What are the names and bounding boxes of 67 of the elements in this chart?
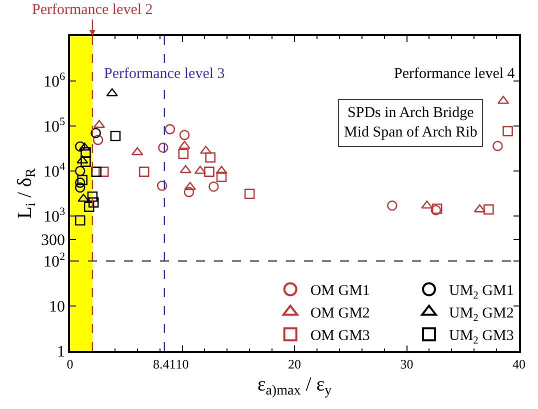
point (484, 204, 494, 215)
y-tick-label: 10$^{6}$ (43, 70, 66, 91)
y-tick-label: 10$^{5}$ (43, 116, 66, 136)
x-tick-label: 0 (66, 356, 74, 372)
x-tick-label: 8.41 (153, 356, 176, 372)
x-axis-title: ε$_{a)max}$ / ε$_{y}$ (257, 373, 332, 399)
annotation: Performance level 4 (394, 66, 516, 82)
point (90, 128, 101, 138)
point (158, 142, 168, 153)
y-tick-label: 300 (41, 232, 66, 250)
x-tick-label: 40 (512, 356, 526, 372)
legend-label: UM$_{2}$ GM2 (449, 306, 514, 324)
point (91, 166, 102, 177)
annotation: SPDs in Arch Bridge Mid Span of Arch Rib (344, 105, 478, 140)
legend-label: OM GM2 (310, 306, 370, 322)
point (88, 197, 99, 208)
point (184, 182, 196, 190)
point (216, 172, 227, 182)
point (74, 166, 86, 176)
point (180, 165, 192, 174)
point (84, 202, 94, 212)
legend-label: OM GM3 (310, 328, 370, 344)
point (178, 140, 190, 149)
point (178, 148, 189, 160)
point (132, 147, 144, 156)
point (164, 124, 176, 134)
point (184, 186, 194, 198)
point (208, 181, 219, 192)
point (421, 200, 433, 209)
y-tick-label: 10 (49, 298, 66, 316)
ref-line-label: Performance level 3 (104, 66, 225, 82)
point (492, 140, 503, 152)
point (77, 174, 88, 186)
ref-line-label: Performance level 2 (32, 2, 153, 18)
point (387, 200, 398, 211)
x-tick-label: 10 (176, 356, 189, 372)
point (74, 182, 86, 193)
point (78, 142, 90, 151)
y-tick-label: 10$^{3}$ (43, 206, 66, 226)
x-tick-label: 30 (400, 356, 414, 372)
point (205, 152, 216, 163)
point (76, 155, 88, 164)
y-tick-label: 10$^{4}$ (43, 160, 66, 181)
point (244, 188, 255, 200)
point (98, 166, 109, 177)
point (80, 147, 91, 158)
y-tick-label: 1 (57, 344, 66, 361)
point (138, 166, 150, 177)
point (74, 178, 86, 188)
point (87, 191, 98, 202)
point (216, 166, 228, 174)
legend-label: UM$_{2}$ GM3 (449, 328, 514, 346)
point (74, 141, 86, 152)
point (78, 194, 90, 202)
point (106, 88, 118, 96)
point (92, 134, 104, 146)
point (80, 156, 91, 167)
legend-label: UM$_{2}$ GM1 (449, 283, 514, 302)
point (179, 130, 190, 140)
point (204, 166, 214, 177)
point (502, 126, 513, 136)
point (110, 130, 121, 142)
point (74, 215, 86, 226)
y-tick-label: 10$^{2}$ (43, 250, 66, 271)
x-tick-label: 20 (288, 356, 301, 372)
legend-label: OM GM1 (310, 283, 370, 300)
point (156, 180, 168, 191)
